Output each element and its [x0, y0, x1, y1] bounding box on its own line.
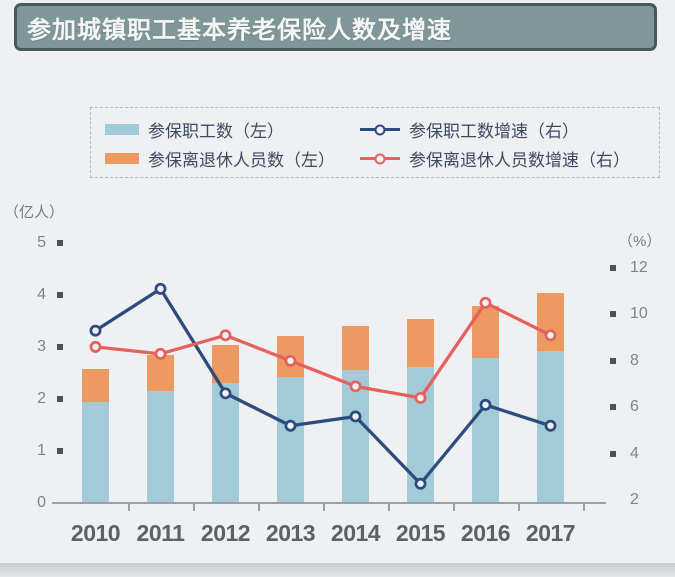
right-axis-unit-label: （%）	[618, 233, 662, 250]
x-axis-label-2012: 2012	[200, 520, 251, 546]
legend-row-2: 参保离退休人员数（左） 参保离退休人员数增速（右）	[105, 144, 659, 173]
workers-growth-marker-icon	[374, 124, 386, 135]
x-axis-label-2013: 2013	[265, 520, 316, 546]
right-axis-tick-square-10	[610, 311, 616, 318]
x-axis-label-2014: 2014	[330, 520, 381, 546]
x-axis-label-2017: 2017	[525, 520, 576, 546]
right-axis-tick-8: 8	[630, 351, 639, 369]
left-axis-tick-square-2	[57, 396, 63, 402]
legend-label-workers: 参保职工数（左）	[148, 122, 284, 141]
left-axis-unit-label: （亿人）	[4, 204, 65, 221]
legend-item-retirees: 参保离退休人员数（左）	[105, 146, 360, 171]
legend-item-retirees-growth: 参保离退休人员数增速（右）	[360, 146, 630, 171]
bar-retirees-2014	[342, 325, 369, 371]
bar-workers-2017	[537, 350, 564, 503]
left-axis-tick-2: 2	[37, 390, 46, 407]
legend: 参保职工数（左） 参保职工数增速（右） 参保离退休人员数（左） 参保离退休人员数…	[90, 107, 660, 178]
right-axis-tick-12: 12	[630, 259, 648, 276]
right-axis-tick-2: 2	[630, 491, 639, 508]
bar-retirees-2012	[212, 344, 239, 384]
marker-retirees-growth-2010	[89, 340, 102, 353]
legend-item-workers-growth: 参保职工数增速（右）	[360, 117, 579, 142]
left-axis-tick-0: 0	[37, 494, 46, 511]
x-axis-label-2010: 2010	[70, 520, 121, 546]
left-axis-tick-square-3	[57, 344, 63, 350]
bar-workers-2015	[407, 366, 434, 503]
x-axis-line	[52, 502, 606, 504]
x-axis-tick-7	[518, 503, 520, 511]
legend-item-workers: 参保职工数（左）	[105, 117, 360, 142]
bar-workers-2014	[342, 370, 369, 503]
right-axis-tick-10: 10	[630, 305, 648, 323]
left-axis-tick-square-4	[57, 292, 63, 298]
bar-retirees-2017	[537, 293, 564, 351]
bar-workers-2010	[82, 402, 109, 503]
bar-workers-2013	[277, 377, 304, 503]
retirees-growth-line-swatch-icon	[360, 153, 400, 164]
right-axis-tick-square-12	[610, 265, 616, 271]
marker-workers-growth-2011	[154, 282, 167, 295]
right-axis-tick-square-6	[610, 404, 616, 411]
left-axis-tick-3: 3	[37, 338, 46, 355]
x-axis-label-2011: 2011	[136, 520, 185, 546]
workers-bar-swatch-icon	[105, 124, 139, 135]
left-axis-tick-square-5	[57, 240, 63, 246]
bar-retirees-2015	[407, 319, 434, 367]
x-axis-label-2015: 2015	[395, 520, 446, 546]
legend-label-workers-growth: 参保职工数增速（右）	[409, 122, 579, 141]
legend-row-1: 参保职工数（左） 参保职工数增速（右）	[105, 115, 659, 144]
x-axis-tick-6	[453, 503, 455, 511]
x-axis-tick-4	[323, 503, 325, 511]
page-title: 参加城镇职工基本养老保险人数及增速	[27, 16, 452, 44]
retirees-growth-marker-icon	[374, 153, 386, 164]
left-axis-tick-1: 1	[37, 442, 46, 459]
x-axis-tick-8	[583, 503, 585, 511]
x-axis-tick-1	[128, 503, 130, 511]
bar-retirees-2013	[277, 335, 304, 378]
x-axis-tick-3	[258, 503, 260, 511]
legend-label-retirees: 参保离退休人员数（左）	[148, 151, 335, 170]
left-axis-tick-4: 4	[37, 286, 46, 303]
x-axis-tick-5	[388, 503, 390, 511]
left-axis-tick-5: 5	[37, 234, 46, 251]
x-axis-tick-2	[193, 503, 195, 511]
bottom-strip	[0, 563, 675, 577]
right-axis-tick-square-8	[610, 357, 616, 364]
bar-retirees-2016	[472, 305, 499, 359]
bar-workers-2012	[212, 383, 239, 503]
left-axis-tick-square-1	[57, 448, 63, 454]
marker-workers-growth-2010	[89, 324, 102, 337]
retirees-bar-swatch-icon	[105, 153, 139, 164]
bar-retirees-2010	[82, 369, 109, 403]
workers-growth-line-swatch-icon	[360, 124, 400, 135]
bar-retirees-2011	[147, 355, 174, 391]
right-axis-tick-4: 4	[630, 444, 639, 462]
bar-workers-2016	[472, 358, 499, 503]
right-axis-tick-6: 6	[630, 398, 639, 416]
legend-label-retirees-growth: 参保离退休人员数增速（右）	[409, 151, 630, 170]
right-axis-tick-square-4	[610, 450, 616, 457]
bar-workers-2011	[147, 390, 174, 503]
x-axis-label-2016: 2016	[460, 520, 511, 546]
marker-retirees-growth-2012	[219, 329, 232, 342]
title-bar: 参加城镇职工基本养老保险人数及增速	[14, 3, 657, 51]
